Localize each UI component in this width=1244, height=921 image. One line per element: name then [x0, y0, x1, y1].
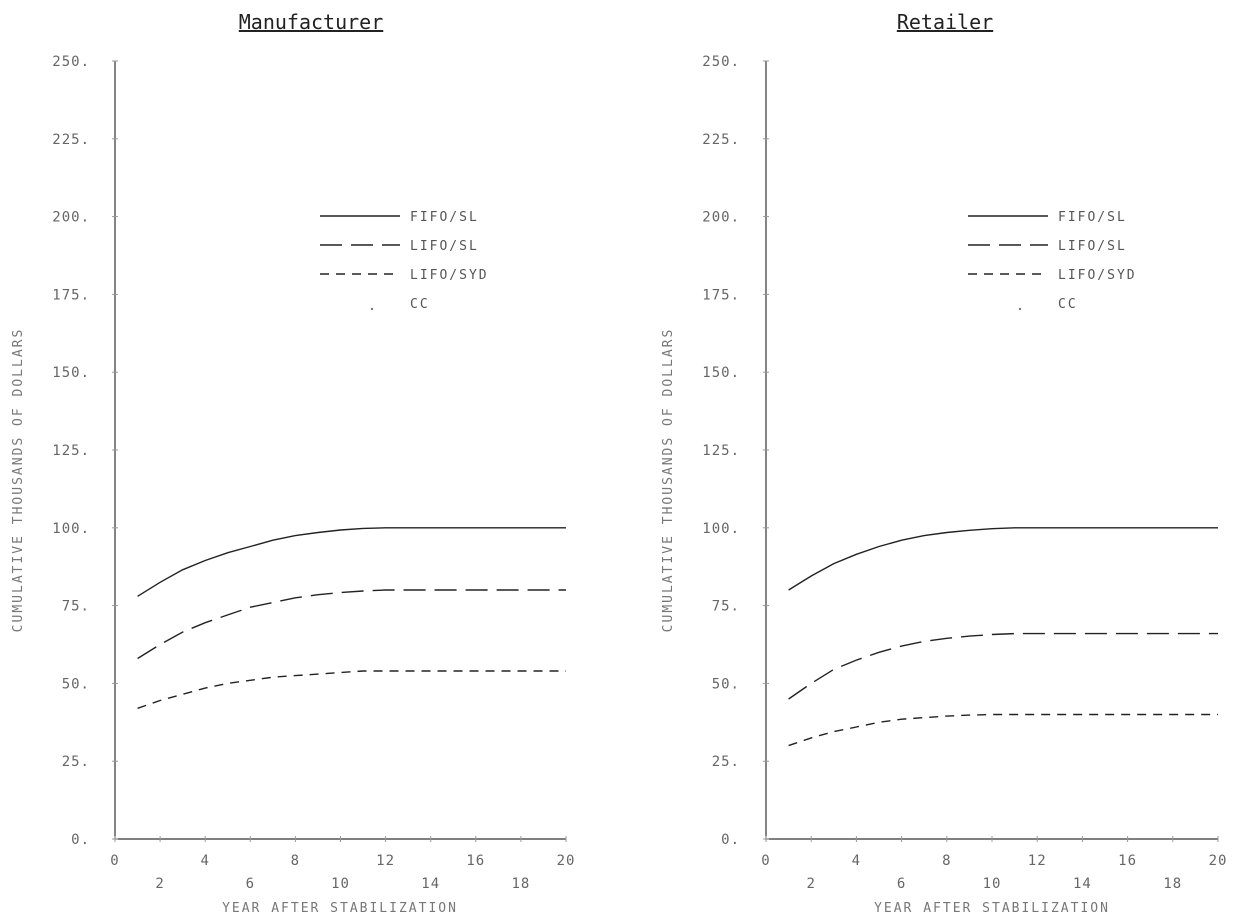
x-tick-label: 10: [983, 876, 1002, 892]
series-line: [137, 589, 566, 660]
y-tick-label: 125.: [702, 443, 740, 459]
y-axis-label: CUMULATIVE THOUSANDS OF DOLLARS: [661, 328, 676, 633]
legend-label: CC: [1058, 297, 1078, 312]
manufacturer-panel: Manufacturer YEAR AFTER STABILIZATION 0.…: [11, 10, 576, 916]
y-tick-label: 100.: [52, 521, 90, 537]
y-tick-label: 0.: [71, 832, 90, 848]
y-tick-label: 150.: [702, 365, 740, 381]
y-tick-label: 200.: [702, 210, 740, 226]
y-tick-label: 150.: [52, 365, 90, 381]
x-tick-label: 4: [200, 853, 209, 869]
legend-label: FIFO/SL: [410, 210, 479, 225]
y-tick-label: 250.: [52, 54, 90, 70]
y-axis-label: CUMULATIVE THOUSANDS OF DOLLARS: [11, 328, 26, 633]
x-tick-label: 14: [1073, 876, 1092, 892]
x-tick-label: 16: [1118, 853, 1137, 869]
legend-label: LIFO/SL: [1058, 239, 1127, 254]
y-tick-label: 225.: [702, 132, 740, 148]
y-tick-label: 125.: [52, 443, 90, 459]
x-tick-label: 8: [291, 853, 300, 869]
series-line: [137, 527, 566, 597]
legend-label: LIFO/SYD: [1058, 268, 1137, 283]
x-tick-label: 16: [466, 853, 485, 869]
x-tick-label: 20: [557, 853, 576, 869]
y-tick-label: 50.: [712, 676, 740, 692]
y-tick-label: 250.: [702, 54, 740, 70]
x-tick-label: 0: [110, 853, 119, 869]
legend-label: LIFO/SL: [410, 239, 479, 254]
x-tick-label: 12: [1028, 853, 1047, 869]
x-tick-label: 6: [246, 876, 255, 892]
y-tick-label: 225.: [52, 132, 90, 148]
x-axis-label: YEAR AFTER STABILIZATION: [222, 901, 458, 916]
series-line: [788, 527, 1218, 591]
x-tick-label: 14: [421, 876, 440, 892]
series-line: [788, 632, 1218, 700]
y-tick-label: 200.: [52, 210, 90, 226]
x-axis-label: YEAR AFTER STABILIZATION: [874, 901, 1110, 916]
retailer-panel: Retailer YEAR AFTER STABILIZATION 0. 25. 5…: [661, 10, 1228, 916]
chart-title: Retailer: [897, 10, 993, 34]
x-tick-label: 18: [511, 876, 530, 892]
legend-marker: [370, 307, 374, 311]
legend-label: CC: [410, 297, 430, 312]
x-tick-label: 20: [1209, 853, 1228, 869]
y-tick-label: 25.: [62, 754, 90, 770]
x-tick-label: 0: [761, 853, 770, 869]
y-tick-label: 50.: [62, 676, 90, 692]
y-tick-label: 175.: [52, 287, 90, 303]
legend-label: LIFO/SYD: [410, 268, 489, 283]
x-tick-label: 6: [897, 876, 906, 892]
x-tick-label: 2: [806, 876, 815, 892]
x-tick-label: 18: [1163, 876, 1182, 892]
chart-title: Manufacturer: [239, 10, 384, 34]
x-tick-label: 4: [852, 853, 861, 869]
y-tick-label: 100.: [702, 521, 740, 537]
y-tick-label: 75.: [712, 599, 740, 615]
x-tick-label: 12: [376, 853, 395, 869]
y-tick-label: 75.: [62, 599, 90, 615]
legend-marker: [1018, 307, 1022, 311]
x-tick-label: 10: [331, 876, 350, 892]
y-tick-label: 0.: [721, 832, 740, 848]
series-line: [788, 713, 1218, 747]
x-tick-label: 2: [155, 876, 164, 892]
series-line: [137, 670, 566, 709]
y-tick-label: 25.: [712, 754, 740, 770]
y-tick-label: 175.: [702, 287, 740, 303]
legend-label: FIFO/SL: [1058, 210, 1127, 225]
x-tick-label: 8: [942, 853, 951, 869]
